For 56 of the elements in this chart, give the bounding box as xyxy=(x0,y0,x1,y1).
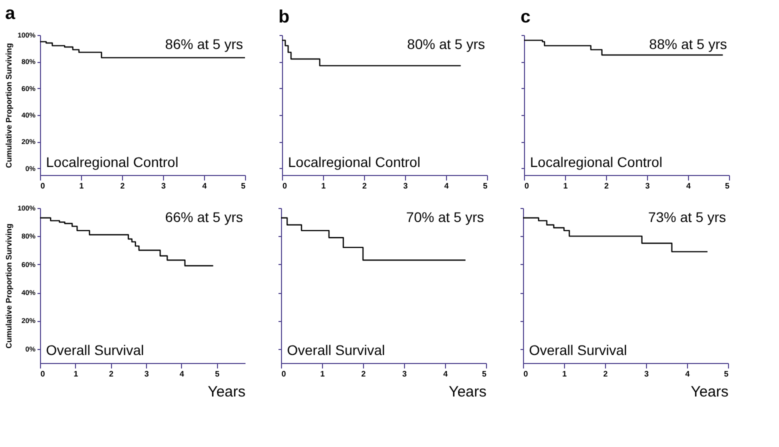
x-tick-label: 3 xyxy=(403,182,408,190)
annotation: 66% at 5 yrs xyxy=(165,209,243,225)
x-tick-label: 2 xyxy=(361,370,366,378)
y-axis-title: Cumulative Proportion Surviving xyxy=(4,223,14,348)
x-tick-label: 0 xyxy=(40,182,46,190)
x-tick-label: 0 xyxy=(524,370,528,378)
x-axis-title: Years xyxy=(208,384,246,400)
x-tick-label: 2 xyxy=(108,370,114,378)
x-tick-label: 5 xyxy=(241,182,246,190)
x-tick-label: 4 xyxy=(444,182,450,190)
annotation: 70% at 5 yrs xyxy=(406,209,484,225)
x-tick-label: 1 xyxy=(320,370,326,378)
annotation: 88% at 5 yrs xyxy=(649,36,727,52)
annotation: Overall Survival xyxy=(287,342,386,358)
x-tick-label: 2 xyxy=(603,370,608,378)
annotation: Overall Survival xyxy=(46,342,144,358)
annotation: 80% at 5 yrs xyxy=(407,36,485,52)
x-tick-label: 3 xyxy=(144,370,150,378)
chart-title: c xyxy=(520,6,531,26)
annotation: Localregional Control xyxy=(46,154,178,170)
x-tick-label: 1 xyxy=(79,182,84,190)
x-tick-label: 3 xyxy=(645,182,650,190)
y-axis-title: Cumulative Proportion Surviving xyxy=(4,42,14,168)
chart-title: b xyxy=(278,6,290,26)
x-tick-label: 4 xyxy=(686,182,692,190)
x-tick-label: 5 xyxy=(725,182,730,190)
x-tick-label: 1 xyxy=(562,370,568,378)
annotation: Localregional Control xyxy=(288,154,420,170)
x-tick-label: 1 xyxy=(321,182,326,190)
annotation: 86% at 5 yrs xyxy=(165,36,243,52)
x-tick-label: 0 xyxy=(282,182,288,190)
x-tick-label: 5 xyxy=(724,370,730,378)
x-tick-label: 5 xyxy=(482,370,488,378)
x-tick-label: 0 xyxy=(40,370,46,378)
annotation: Overall Survival xyxy=(529,342,628,358)
annotation: Localregional Control xyxy=(530,154,662,170)
x-tick-label: 0 xyxy=(282,370,286,378)
x-tick-label: 3 xyxy=(402,370,408,378)
x-tick-label: 1 xyxy=(74,370,79,378)
annotation: 73% at 5 yrs xyxy=(648,209,726,225)
x-tick-label: 4 xyxy=(443,370,448,378)
x-axis-title: Years xyxy=(690,384,728,400)
x-tick-label: 0 xyxy=(524,182,530,190)
x-tick-label: 3 xyxy=(161,182,166,190)
x-tick-label: 5 xyxy=(215,370,220,378)
x-tick-label: 3 xyxy=(644,370,650,378)
x-tick-label: 4 xyxy=(685,370,690,378)
x-tick-label: 2 xyxy=(120,182,126,190)
x-tick-label: 2 xyxy=(362,182,368,190)
x-axis-title: Years xyxy=(448,384,486,400)
x-tick-label: 2 xyxy=(604,182,610,190)
x-tick-label: 4 xyxy=(180,370,185,378)
x-tick-label: 4 xyxy=(202,182,208,190)
x-tick-label: 1 xyxy=(563,182,568,190)
x-tick-label: 5 xyxy=(483,182,488,190)
chart-title: a xyxy=(5,3,16,23)
